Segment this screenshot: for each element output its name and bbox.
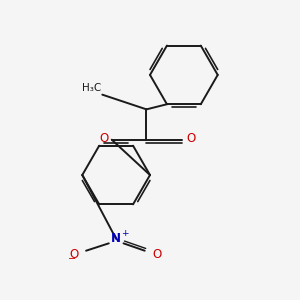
Text: −: − — [68, 254, 76, 264]
Text: +: + — [121, 229, 128, 238]
Text: O: O — [186, 132, 195, 145]
Text: N: N — [111, 232, 121, 245]
Text: O: O — [69, 248, 79, 261]
Text: O: O — [99, 132, 108, 145]
Text: H₃C: H₃C — [82, 83, 101, 93]
Text: O: O — [152, 248, 162, 261]
